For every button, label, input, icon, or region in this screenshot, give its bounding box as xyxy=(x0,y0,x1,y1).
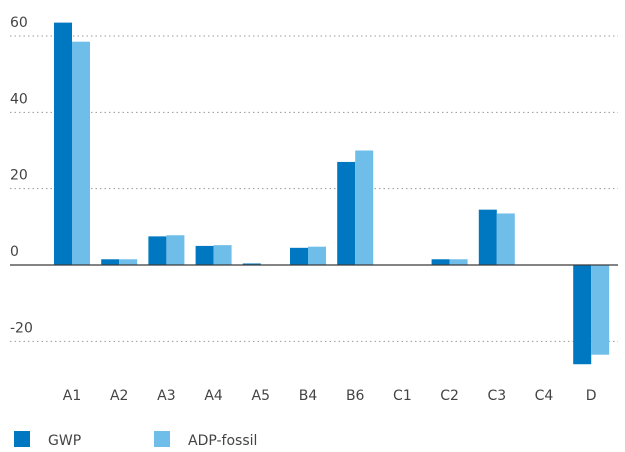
x-tick-label: A5 xyxy=(252,388,270,404)
bar-gwp-c2 xyxy=(431,259,450,265)
bar-gwp-b4 xyxy=(290,247,308,265)
x-tick-label: D xyxy=(586,388,597,404)
bar-gwp-a3 xyxy=(148,236,167,265)
legend-label: GWP xyxy=(48,433,81,449)
y-tick-label: 60 xyxy=(10,15,28,31)
y-axis-tick-labels: 60 40 20 0 -20 xyxy=(10,15,33,336)
x-tick-label: A1 xyxy=(63,388,81,404)
bar-gwp-a2 xyxy=(101,259,120,265)
bar-adp-fossil-d xyxy=(591,265,610,355)
x-tick-label: A2 xyxy=(110,388,128,404)
bar-gwp-a1 xyxy=(54,22,72,266)
bar-gwp-c3 xyxy=(478,209,497,265)
bar-adp-fossil-b6 xyxy=(355,150,374,265)
legend-swatch-gwp xyxy=(14,431,30,447)
x-tick-label: C4 xyxy=(535,388,554,404)
bar-gwp-a5 xyxy=(242,263,261,265)
gridlines xyxy=(10,35,618,342)
y-tick-label: 20 xyxy=(10,168,28,184)
bar-adp-fossil-a4 xyxy=(213,245,232,265)
x-tick-label: C2 xyxy=(440,388,459,404)
x-tick-label: C1 xyxy=(393,388,412,404)
x-axis-category-labels: A1 A2 A3 A4 A5 B4 B6 C1 C2 C3 C4 D xyxy=(63,388,597,404)
x-tick-label: A3 xyxy=(157,388,175,404)
legend-swatch-adp-fossil xyxy=(154,431,170,447)
legend-label: ADP-fossil xyxy=(188,433,257,449)
bar-adp-fossil-a3 xyxy=(166,235,185,265)
bar-adp-fossil-c2 xyxy=(449,259,468,265)
bar-adp-fossil-a2 xyxy=(119,259,138,265)
x-tick-label: B6 xyxy=(346,388,365,404)
bar-gwp-a4 xyxy=(195,245,214,265)
bar-gwp-b6 xyxy=(337,161,356,265)
y-tick-label: 40 xyxy=(10,91,28,107)
x-tick-label: B4 xyxy=(299,388,318,404)
legend: GWP ADP-fossil xyxy=(14,431,257,449)
bar-adp-fossil-b4 xyxy=(308,246,326,265)
bar-adp-fossil-a1 xyxy=(72,41,90,266)
x-tick-label: C3 xyxy=(487,388,506,404)
bar-gwp-d xyxy=(573,265,592,365)
bars xyxy=(54,22,610,365)
y-tick-label: 0 xyxy=(10,244,19,260)
x-tick-label: A4 xyxy=(204,388,223,404)
bar-adp-fossil-c3 xyxy=(496,213,515,265)
y-tick-label: -20 xyxy=(10,320,33,336)
